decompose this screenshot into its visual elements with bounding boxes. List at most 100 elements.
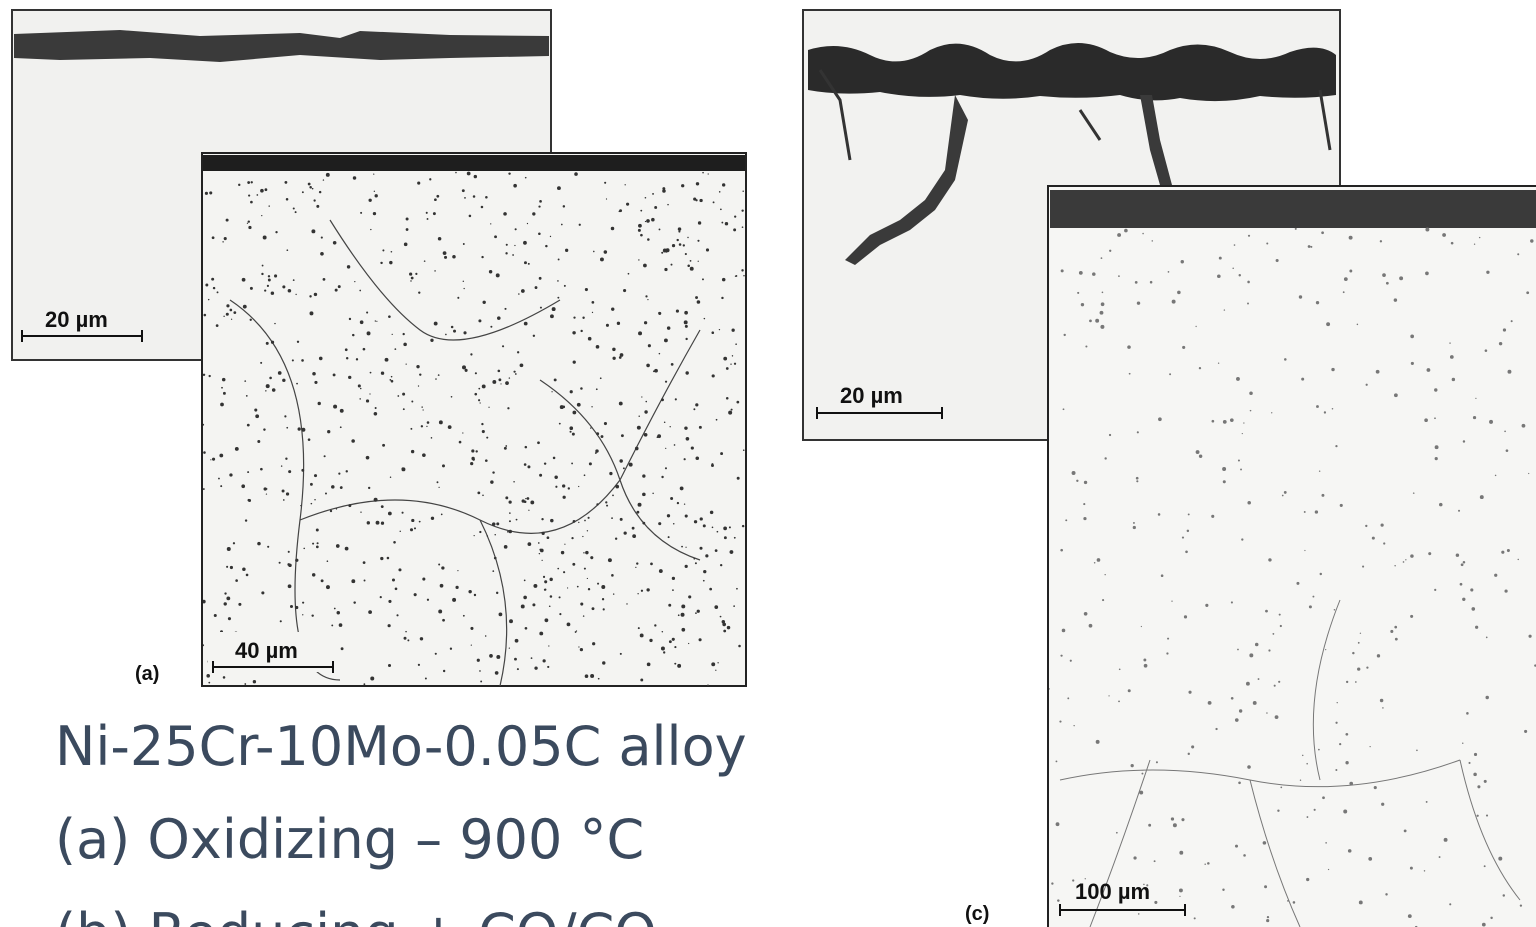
speckle <box>1137 301 1140 304</box>
speckle <box>1427 368 1431 372</box>
speckle <box>590 427 591 428</box>
speckle <box>1307 816 1309 818</box>
speckle <box>316 546 319 549</box>
speckle <box>251 181 253 183</box>
speckle <box>560 405 564 409</box>
speckle <box>452 598 456 602</box>
speckle <box>230 566 233 569</box>
speckle <box>662 187 665 190</box>
speckle <box>578 486 579 487</box>
speckle <box>1239 709 1242 712</box>
speckle <box>481 206 484 209</box>
speckle <box>1394 393 1398 397</box>
speckle <box>369 393 370 394</box>
speckle <box>404 243 408 247</box>
speckle <box>1335 722 1337 724</box>
speckle <box>1345 733 1348 736</box>
speckle <box>481 256 483 258</box>
speckle <box>308 183 311 186</box>
speckle <box>1296 582 1299 585</box>
speckle <box>1358 642 1360 644</box>
speckle <box>1495 475 1497 477</box>
speckle <box>221 387 223 389</box>
speckle <box>224 592 226 594</box>
speckle <box>1287 900 1289 902</box>
speckle <box>703 524 706 527</box>
speckle <box>391 376 393 378</box>
speckle <box>664 421 666 423</box>
speckle <box>208 375 210 377</box>
speckle <box>644 410 647 413</box>
speckle <box>729 526 731 528</box>
speckle <box>308 438 311 441</box>
speckle <box>674 663 676 665</box>
speckle <box>312 372 316 376</box>
speckle <box>1187 530 1189 532</box>
speckle <box>509 530 513 534</box>
speckle <box>440 584 444 588</box>
speckle <box>427 218 429 220</box>
speckle <box>1383 542 1385 544</box>
speckle <box>695 562 697 564</box>
speckle <box>669 640 672 643</box>
speckle <box>668 604 671 607</box>
speckle <box>1051 882 1053 884</box>
speckle <box>271 291 274 294</box>
speckle <box>559 613 561 615</box>
speckle <box>220 403 224 407</box>
speckle <box>351 439 355 443</box>
speckle <box>588 517 590 519</box>
speckle <box>542 532 545 535</box>
speckle <box>736 588 738 590</box>
speckle <box>619 211 621 213</box>
speckle <box>571 537 573 539</box>
speckle <box>517 351 519 353</box>
speckle <box>1319 470 1320 471</box>
speckle <box>1284 491 1287 494</box>
speckle <box>1194 917 1196 919</box>
speckle <box>624 531 627 534</box>
speckle <box>615 485 619 489</box>
speckle <box>547 536 550 539</box>
speckle <box>338 473 340 475</box>
speckle <box>1247 765 1251 769</box>
speckle <box>1240 469 1242 471</box>
speckle <box>1067 697 1069 699</box>
speckle <box>1118 700 1120 702</box>
speckle <box>269 377 272 380</box>
speckle <box>606 505 608 507</box>
speckle <box>370 372 372 374</box>
speckle <box>647 238 650 241</box>
speckle <box>539 474 542 477</box>
speckle <box>326 585 330 589</box>
speckle <box>373 212 376 215</box>
speckle <box>711 464 714 467</box>
speckle <box>1410 867 1413 870</box>
speckle <box>597 583 599 585</box>
speckle <box>565 249 568 252</box>
speckle <box>674 444 676 446</box>
speckle <box>396 614 398 616</box>
speckle <box>505 496 508 499</box>
speckle <box>523 596 527 600</box>
speckle <box>349 318 351 320</box>
speckle <box>1479 237 1480 238</box>
speckle <box>360 388 362 390</box>
speckle <box>527 497 530 500</box>
speckle <box>514 658 517 661</box>
speckle <box>485 196 488 199</box>
speckle <box>525 177 527 179</box>
speckle <box>257 440 260 443</box>
speckle <box>1280 625 1282 627</box>
speckle <box>721 297 723 299</box>
speckle <box>1444 838 1448 842</box>
speckle <box>552 307 556 311</box>
speckle <box>497 316 501 320</box>
speckle <box>401 467 405 471</box>
speckle <box>1167 638 1169 640</box>
speckle <box>427 421 430 424</box>
speckle <box>416 365 419 368</box>
speckle <box>1366 667 1368 669</box>
speckle <box>1394 298 1397 301</box>
speckle <box>573 361 576 364</box>
